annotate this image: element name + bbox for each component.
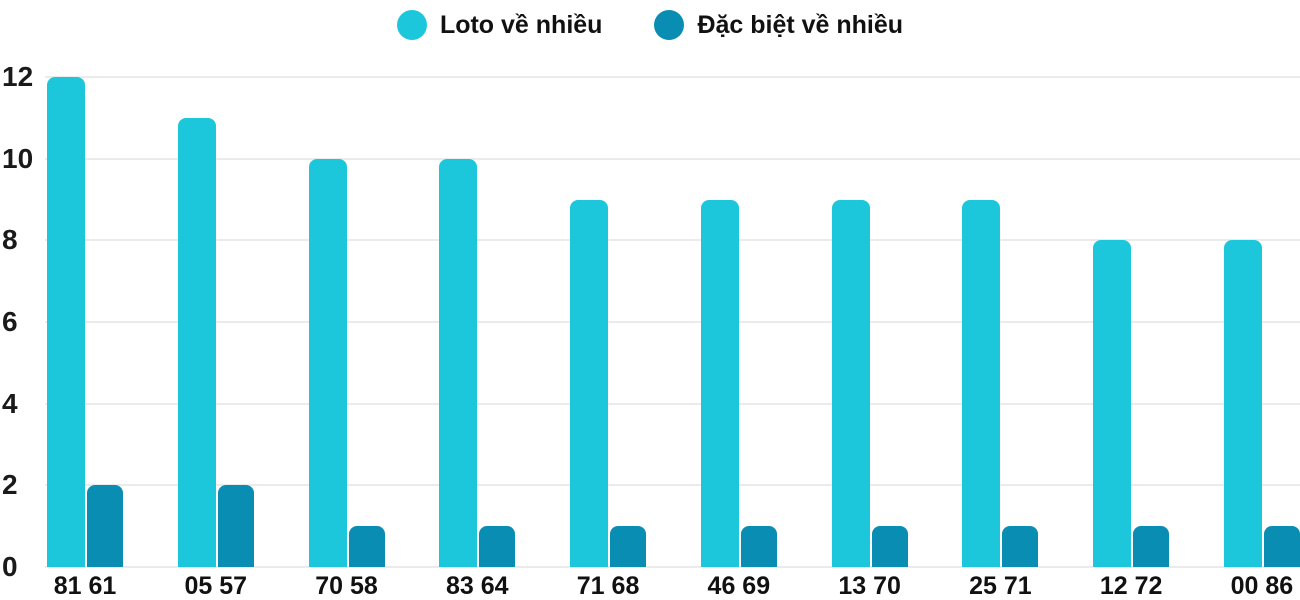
bar-group: 46 69 bbox=[700, 77, 777, 600]
bar-group: 83 64 bbox=[439, 77, 516, 600]
gridline bbox=[45, 484, 1300, 487]
bar-loto[interactable] bbox=[177, 117, 216, 567]
gridline bbox=[45, 321, 1300, 323]
loto-series-dot-icon bbox=[396, 10, 427, 40]
bar-loto[interactable] bbox=[1093, 240, 1132, 567]
legend-item-dac-biet[interactable]: Đặc biệt về nhiều bbox=[654, 10, 903, 40]
x-category-label: 83 64 bbox=[446, 572, 509, 600]
gridline bbox=[45, 157, 1300, 160]
bar-loto[interactable] bbox=[47, 77, 85, 567]
bar-group: 13 70 bbox=[831, 77, 908, 600]
bar-dac-biet[interactable] bbox=[871, 526, 908, 567]
bar-group: 00 86 bbox=[1223, 77, 1300, 600]
bar-group: 25 71 bbox=[962, 77, 1039, 600]
gridline bbox=[45, 239, 1300, 242]
x-category-label: 81 61 bbox=[53, 572, 117, 600]
bar-dac-biet[interactable] bbox=[479, 526, 516, 567]
dac-biet-series-dot-icon bbox=[654, 10, 685, 40]
legend-label-loto: Loto về nhiều bbox=[439, 10, 603, 39]
bar-group: 12 72 bbox=[1093, 77, 1170, 600]
bars-row: 81 61 05 57 70 58 83 64 71 68 46 69 13 70 25 71… bbox=[47, 77, 1300, 600]
bar-group: 70 58 bbox=[308, 77, 385, 600]
gridline bbox=[45, 402, 1300, 405]
y-tick-label: 10 bbox=[2, 142, 34, 174]
y-tick-label: 0 bbox=[2, 551, 18, 582]
bar-group: 71 68 bbox=[570, 77, 647, 600]
bar-loto[interactable] bbox=[439, 158, 478, 567]
bar-dac-biet[interactable] bbox=[87, 485, 123, 567]
x-category-label: 70 58 bbox=[315, 572, 378, 600]
y-axis: 0 2 4 6 8 10 12 bbox=[0, 61, 40, 582]
legend: Loto về nhiều Đặc biệt về nhiều bbox=[0, 10, 1300, 40]
bar-dac-biet[interactable] bbox=[1263, 526, 1300, 567]
y-tick-label: 12 bbox=[2, 61, 34, 92]
x-category-label: 71 68 bbox=[576, 572, 640, 600]
bar-dac-biet[interactable] bbox=[1133, 526, 1170, 567]
bar-loto[interactable] bbox=[831, 199, 870, 567]
y-tick-label: 6 bbox=[2, 306, 18, 337]
y-tick-label: 8 bbox=[2, 224, 18, 256]
x-category-label: 00 86 bbox=[1230, 572, 1294, 600]
legend-item-loto[interactable]: Loto về nhiều bbox=[396, 10, 603, 40]
bar-dac-biet[interactable] bbox=[217, 485, 254, 567]
legend-label-dac-biet: Đặc biệt về nhiều bbox=[697, 10, 904, 39]
x-category-label: 05 57 bbox=[184, 572, 248, 600]
x-category-label: 13 70 bbox=[838, 572, 901, 600]
bar-group: 05 57 bbox=[177, 77, 254, 600]
gridline bbox=[45, 566, 1300, 568]
x-category-label: 25 71 bbox=[969, 572, 1032, 600]
bar-loto[interactable] bbox=[700, 199, 739, 567]
bar-loto[interactable] bbox=[962, 199, 1001, 567]
bar-loto[interactable] bbox=[308, 158, 347, 567]
bar-dac-biet[interactable] bbox=[1002, 526, 1039, 567]
y-tick-label: 4 bbox=[2, 387, 18, 419]
plot-area: 81 61 05 57 70 58 83 64 71 68 46 69 13 70 25 71… bbox=[45, 76, 1300, 600]
bar-dac-biet[interactable] bbox=[348, 526, 385, 567]
bar-loto[interactable] bbox=[1223, 240, 1262, 567]
y-tick-label: 2 bbox=[2, 469, 18, 501]
x-category-label: 12 72 bbox=[1099, 572, 1163, 600]
bar-group: 81 61 bbox=[47, 77, 123, 600]
x-category-label: 46 69 bbox=[707, 572, 771, 600]
bar-loto[interactable] bbox=[570, 199, 609, 567]
bar-dac-biet[interactable] bbox=[610, 526, 647, 567]
gridline bbox=[45, 76, 1300, 78]
bar-dac-biet[interactable] bbox=[740, 526, 777, 567]
